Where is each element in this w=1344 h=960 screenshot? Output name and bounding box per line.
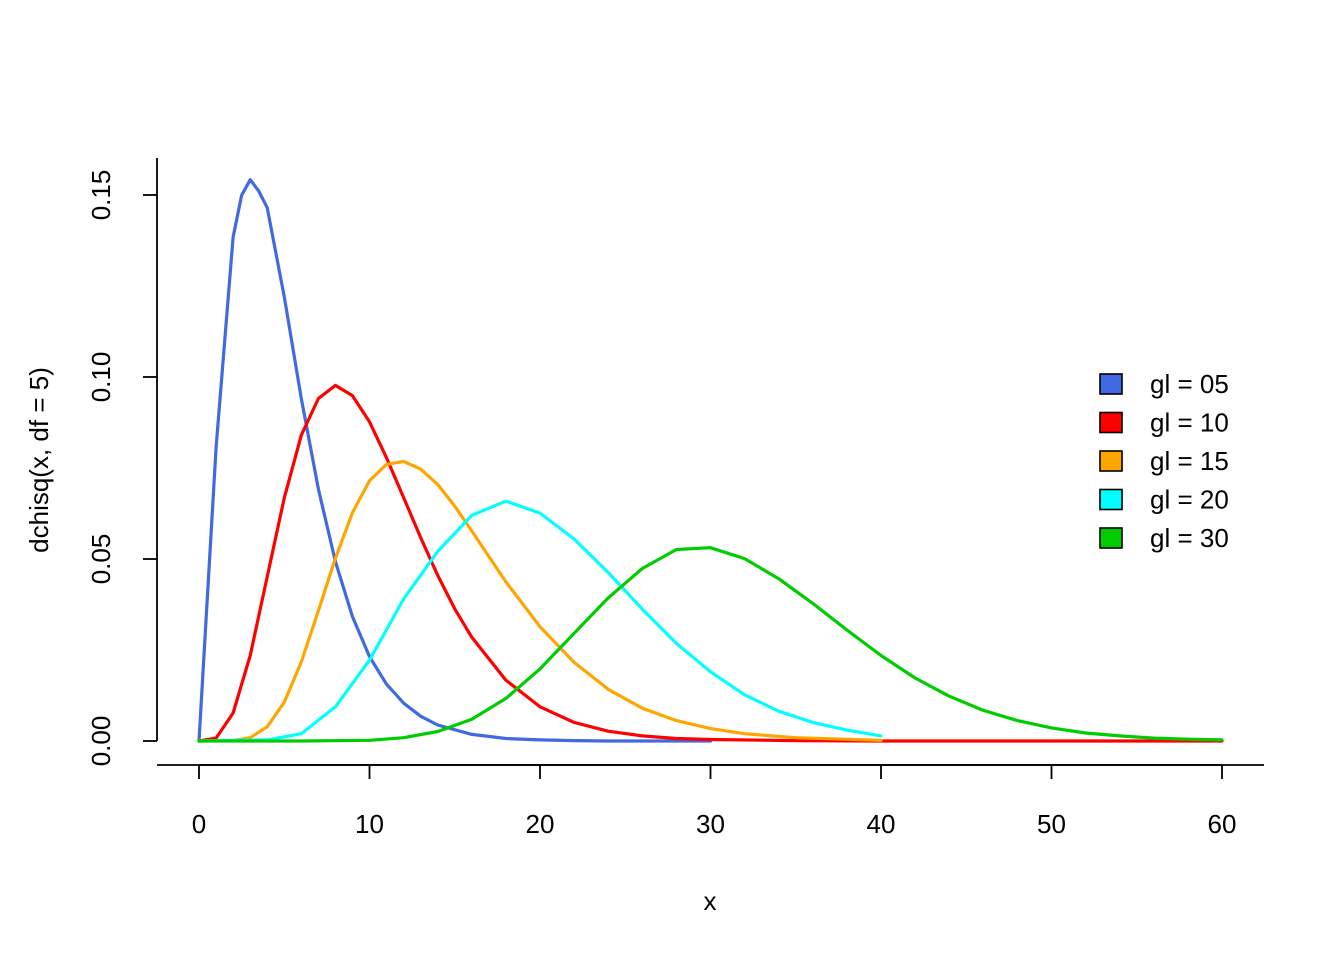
legend-swatch bbox=[1099, 373, 1123, 395]
x-tick-label: 60 bbox=[1208, 809, 1237, 839]
legend-swatch bbox=[1099, 411, 1123, 434]
series-line-3 bbox=[197, 459, 883, 743]
x-ticks: 0 10 20 30 40 50 60 bbox=[192, 765, 1237, 839]
legend-swatch bbox=[1099, 450, 1123, 472]
legend-label: gl = 30 bbox=[1150, 523, 1229, 553]
series-line-2 bbox=[197, 383, 1224, 743]
x-tick-label: 0 bbox=[192, 809, 206, 839]
legend: gl = 05 gl = 10 gl = 15 gl = 20 gl = 30 bbox=[1099, 369, 1229, 553]
legend-label: gl = 20 bbox=[1150, 485, 1229, 515]
series-group bbox=[197, 178, 1224, 743]
y-tick-label: 0.00 bbox=[86, 716, 116, 767]
legend-swatch bbox=[1099, 527, 1123, 549]
y-tick-label: 0.05 bbox=[86, 534, 116, 585]
axes bbox=[156, 158, 1264, 766]
y-ticks: 0.00 0.05 0.10 0.15 bbox=[86, 170, 157, 767]
legend-label: gl = 10 bbox=[1150, 408, 1229, 438]
y-tick-label: 0.15 bbox=[86, 170, 116, 221]
series-line-5 bbox=[197, 546, 1224, 743]
legend-swatch bbox=[1099, 488, 1123, 511]
x-tick-label: 40 bbox=[867, 809, 896, 839]
x-tick-label: 30 bbox=[696, 809, 725, 839]
legend-label: gl = 15 bbox=[1150, 446, 1229, 476]
x-tick-label: 20 bbox=[526, 809, 555, 839]
y-tick-label: 0.10 bbox=[86, 352, 116, 403]
legend-label: gl = 05 bbox=[1150, 369, 1229, 399]
series-line-4 bbox=[197, 499, 883, 743]
series-line-1 bbox=[197, 178, 713, 743]
x-tick-label: 10 bbox=[355, 809, 384, 839]
x-tick-label: 50 bbox=[1037, 809, 1066, 839]
y-axis-title: dchisq(x, df = 5) bbox=[24, 367, 54, 553]
x-axis-title: x bbox=[704, 886, 717, 916]
